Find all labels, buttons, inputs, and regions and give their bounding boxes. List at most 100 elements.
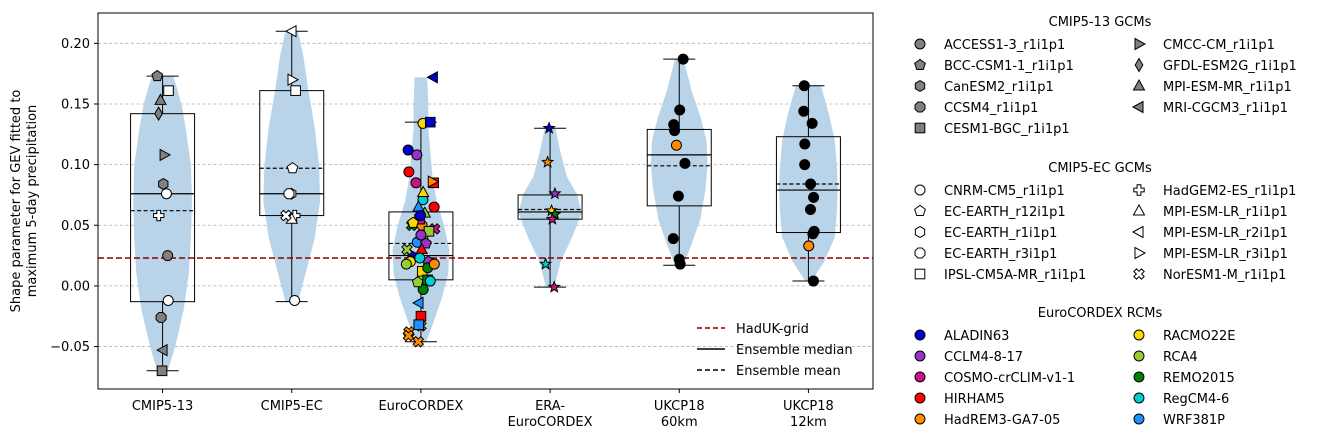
x-tick-label-line: 60km: [661, 415, 698, 430]
data-point: [284, 24, 297, 38]
data-point: [424, 275, 436, 287]
points-group: [280, 24, 301, 306]
x-tick-label-line: ERA-: [535, 399, 565, 414]
data-point: [804, 203, 816, 215]
data-point: [428, 201, 440, 213]
legend-marker: [1134, 246, 1147, 260]
legend-label: BCC-CSM1-1_r1i1p1: [944, 59, 1074, 74]
legend-marker: [914, 413, 926, 425]
legend-marker: [914, 38, 926, 50]
points-group: [667, 53, 691, 270]
x-tick-label: EuroCORDEX: [378, 399, 463, 414]
data-point: [158, 178, 169, 190]
legend-label: REMO2015: [1163, 371, 1235, 386]
data-point: [674, 258, 686, 270]
legend-label: MPI-ESM-LR_r3i1p1: [1163, 247, 1288, 262]
legend-label: ACCESS1-3_r1i1p1: [944, 38, 1065, 53]
x-tick-label-line: 12km: [790, 415, 827, 430]
y-axis-label: Shape parameter for GEV fitted tomaximum…: [9, 90, 40, 313]
data-point: [426, 70, 438, 84]
data-point: [803, 240, 815, 252]
data-point: [280, 209, 292, 222]
legend-label: MRI-CGCM3_r1i1p1: [1163, 101, 1288, 116]
data-point: [289, 294, 301, 306]
data-point: [283, 188, 295, 200]
legend-marker: [914, 268, 926, 280]
data-point: [411, 149, 423, 161]
data-point: [672, 190, 684, 202]
plot-area: −0.05 0.00 0.05 0.10 0.15 0.20 CMIP5-13 CMIP5-E…: [9, 12, 874, 430]
x-tick-label-line: UKCP18: [783, 399, 834, 414]
data-point: [670, 139, 682, 151]
data-point: [155, 311, 167, 323]
legend-marker: [914, 371, 926, 383]
legend-marker: [1133, 392, 1145, 404]
x-tick-label: UKCP18 12km: [783, 399, 834, 430]
legend-label: HIRHAM5: [944, 392, 1005, 407]
legend-marker: [914, 101, 926, 113]
data-point: [798, 80, 810, 92]
legend-marker: [914, 58, 926, 71]
legend-label: COSMO-crCLIM-v1-1: [944, 371, 1075, 386]
legend-label: RACMO22E: [1163, 329, 1235, 344]
x-tick-label-line: EuroCORDEX: [508, 415, 593, 430]
inner-legend: HadUK-grid Ensemble median Ensemble mean: [697, 322, 853, 379]
legend-label: MPI-ESM-LR_r1i1p1: [1163, 205, 1288, 220]
data-point: [290, 85, 301, 96]
points-group: [538, 121, 562, 293]
data-point: [677, 53, 689, 65]
data-point: [799, 138, 811, 150]
data-point: [427, 175, 440, 188]
data-point: [540, 155, 555, 168]
data-point: [287, 73, 300, 87]
data-point: [411, 296, 424, 310]
data-point: [679, 157, 691, 169]
data-point: [808, 191, 820, 203]
y-tick-label: −0.05: [50, 340, 90, 355]
y-tick-label: 0.05: [61, 219, 90, 234]
data-point: [424, 116, 436, 128]
data-point: [805, 178, 817, 190]
data-point: [807, 275, 819, 287]
legend-marker-shape: [1133, 268, 1145, 280]
legend-marker: [1133, 350, 1145, 362]
legend-marker: [914, 226, 926, 238]
legend-label: EC-EARTH_r3i1p1: [944, 247, 1057, 262]
data-point: [403, 166, 415, 178]
legend-group: CMIP5-EC GCMs CNRM-CM5_r1i1p1 EC-EARTH_r12…: [914, 161, 1296, 283]
data-point: [410, 177, 422, 189]
data-point: [415, 229, 427, 241]
data-point: [154, 93, 167, 105]
data-point: [667, 233, 679, 245]
legend-label: MPI-ESM-LR_r2i1p1: [1163, 226, 1288, 241]
data-point: [548, 186, 562, 200]
data-point: [542, 121, 556, 134]
legend-group: CMIP5-13 GCMs ACCESS1-3_r1i1p1 BCC-CSM1-1_…: [914, 15, 1297, 137]
legend-label: IPSL-CM5A-MR_r1i1p1: [944, 268, 1086, 283]
data-point: [411, 276, 424, 288]
data-point: [163, 85, 174, 96]
legend-label: HadREM3-GA7-05: [944, 413, 1060, 428]
data-point: [428, 258, 440, 270]
data-point-shape: [401, 243, 413, 256]
legend-marker: [1134, 57, 1144, 73]
legend-marker: [1132, 203, 1146, 216]
legend-marker: [1131, 225, 1144, 239]
legend-label: CCLM4-8-17: [944, 350, 1023, 365]
legend-marker: [914, 80, 926, 92]
data-point: [162, 250, 174, 262]
data-point: [799, 159, 811, 171]
legend-title: EuroCORDEX RCMs: [1038, 306, 1163, 321]
data-point-shape: [412, 335, 425, 348]
inner-legend-label: Ensemble median: [736, 343, 853, 358]
x-tick-label-line: CMIP5-13: [132, 399, 193, 414]
y-tick-label: 0.15: [61, 97, 90, 112]
legend-marker: [1134, 37, 1147, 51]
legend-marker: [1131, 100, 1144, 114]
legend-marker: [914, 122, 926, 134]
x-tick-label: CMIP5-EC: [261, 399, 323, 414]
data-point: [407, 216, 420, 228]
legend-marker: [1133, 329, 1145, 341]
legend-marker: [914, 247, 926, 259]
